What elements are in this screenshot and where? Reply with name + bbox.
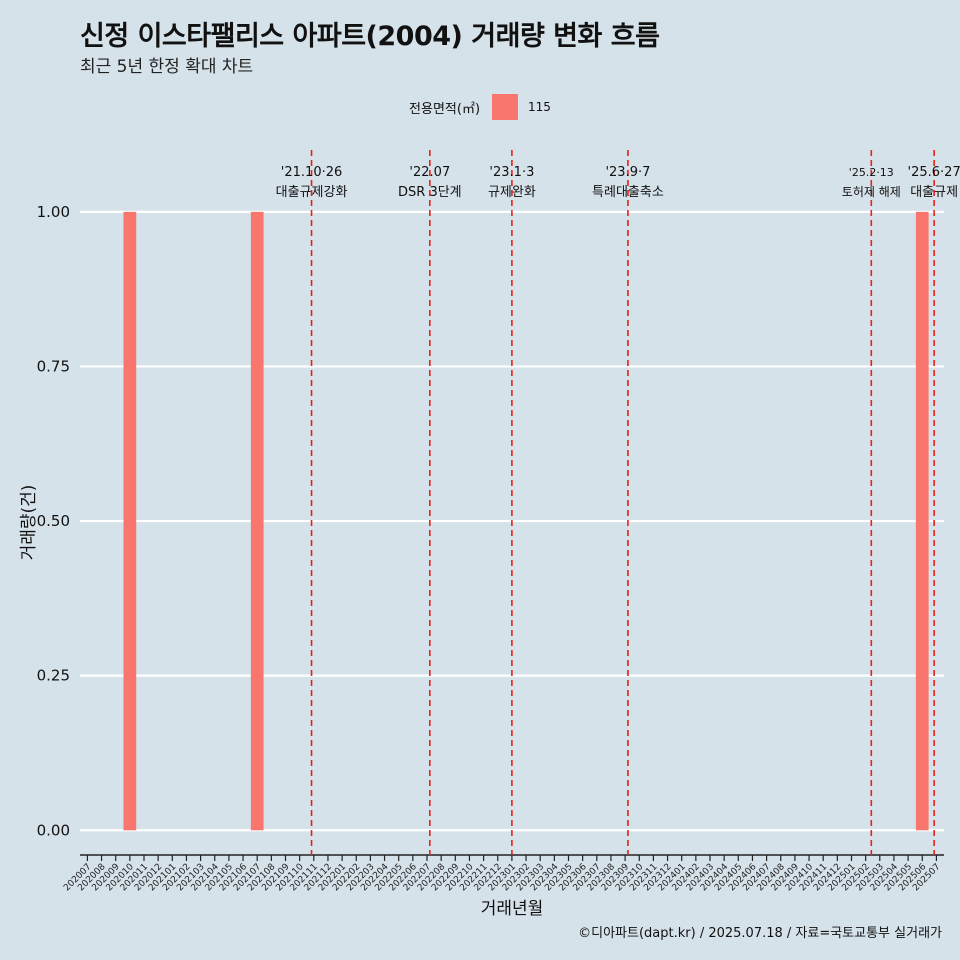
bar — [123, 211, 137, 831]
legend-item-115: 115 — [528, 100, 551, 114]
event-date-label: '21.10·26 — [281, 165, 342, 180]
event-label: 대출규제강화 — [276, 185, 348, 200]
x-axis-title: 거래년월 — [481, 899, 544, 919]
y-tick-label: 0.75 — [37, 357, 70, 375]
event-label: 토허제 해제 — [842, 185, 901, 199]
event-date-label: '22.07 — [409, 165, 450, 180]
event-label: 특례대출축소 — [592, 185, 664, 200]
event-label: DSR 3단계 — [398, 185, 462, 200]
legend: 전용면적(㎡) 115 — [0, 94, 960, 120]
y-tick-label: 0.00 — [37, 821, 70, 839]
chart-title: 신정 이스타팰리스 아파트(2004) 거래량 변화 흐름 — [80, 21, 660, 52]
y-tick-label: 1.00 — [37, 203, 70, 221]
y-tick-label: 0.50 — [37, 512, 70, 530]
bar — [915, 211, 929, 831]
legend-title: 전용면적(㎡) — [409, 101, 481, 117]
source-caption: ©디아파트(dapt.kr) / 2025.07.18 / 자료=국토교통부 실… — [578, 926, 942, 941]
chart-subtitle: 최근 5년 한정 확대 차트 — [80, 57, 254, 77]
event-date-label: '25.2·13 — [849, 166, 894, 179]
event-date-label: '23.9·7 — [605, 165, 650, 180]
event-label: 규제완화 — [488, 185, 536, 200]
event-label: 대출규제 — [910, 185, 958, 200]
event-date-label: '23.1·3 — [489, 165, 534, 180]
y-tick-label: 0.25 — [37, 667, 70, 685]
legend-swatch-115 — [492, 94, 519, 120]
y-axis-title: 거래량(건) — [19, 485, 39, 561]
event-date-label: '25.6·27 — [908, 165, 960, 180]
bar — [250, 211, 264, 831]
